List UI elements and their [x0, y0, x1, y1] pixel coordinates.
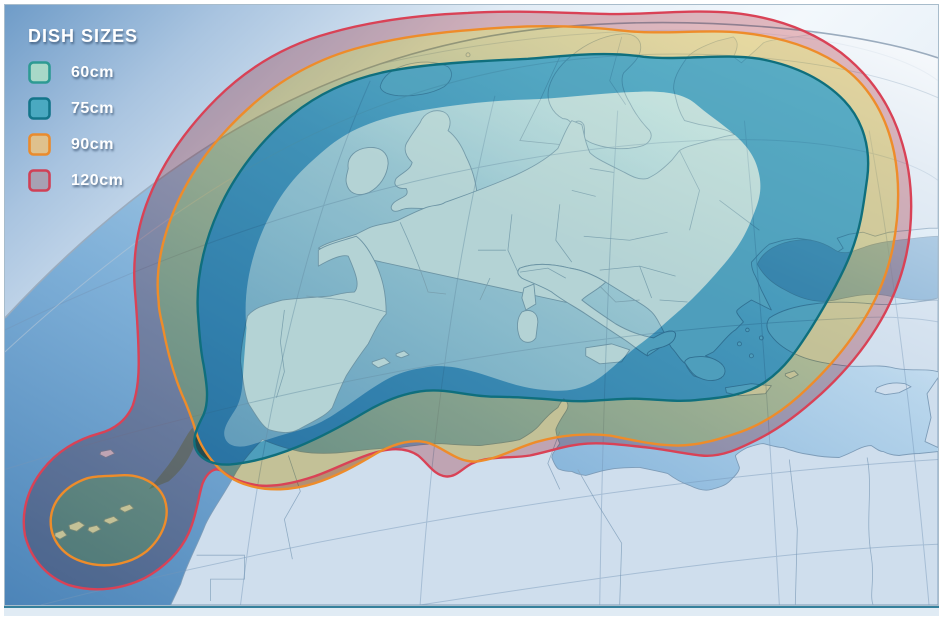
contour-120cm — [22, 10, 913, 591]
legend-label-120cm: 120cm — [71, 171, 124, 189]
map-canvas — [4, 4, 939, 606]
coverage-90cm-channel — [148, 427, 197, 490]
satellite-footprint-map — [5, 5, 938, 605]
legend-label-90cm: 90cm — [71, 135, 114, 153]
legend-swatch-60cm-icon — [28, 61, 51, 84]
bottom-frame-strip — [4, 606, 939, 616]
legend-row-90cm: 90cm — [28, 133, 138, 156]
legend-title: DISH SIZES — [28, 26, 139, 46]
legend-label-75cm: 75cm — [71, 99, 114, 117]
legend-row-60cm: 60cm — [28, 61, 138, 84]
contour-90cm — [156, 25, 900, 491]
legend-swatch-75cm-icon — [28, 97, 51, 120]
coverage-60cm-zone — [224, 91, 761, 447]
coverage-90cm-ring — [157, 26, 899, 490]
coverage-75cm-ring — [194, 54, 869, 465]
legend-swatch-120cm-icon — [28, 169, 51, 192]
contour-90cm-canary — [49, 474, 168, 567]
legend-label-60cm: 60cm — [71, 63, 114, 81]
legend-row-120cm: 120cm — [28, 169, 138, 192]
contour-75cm — [193, 52, 870, 466]
coverage-90cm-canary — [50, 475, 167, 566]
legend-row-75cm: 75cm — [28, 97, 138, 120]
legend: DISH SIZES 60cm 75cm 90cm 120cm — [28, 26, 138, 205]
legend-swatch-90cm-icon — [28, 133, 51, 156]
coverage-zones — [22, 10, 913, 591]
